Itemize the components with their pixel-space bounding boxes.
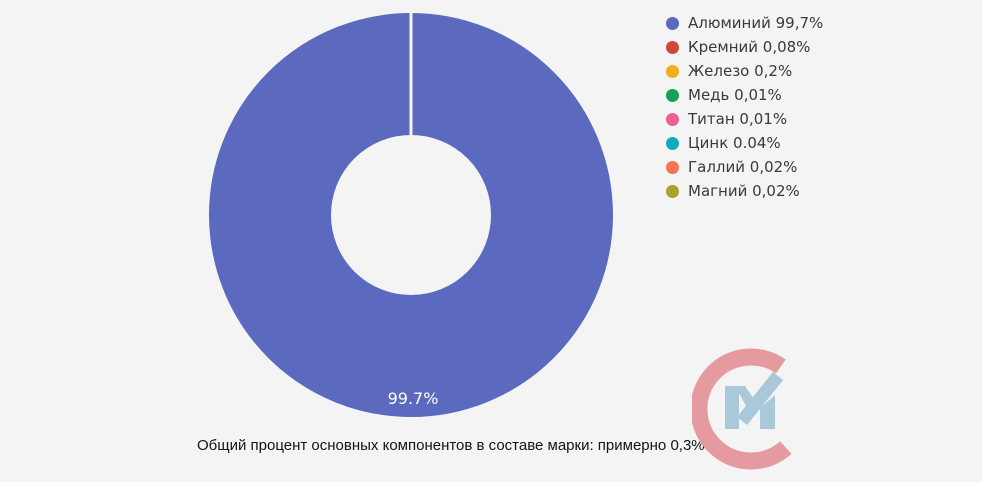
legend-item-magnesium[interactable]: Магний 0,02% [666, 182, 823, 200]
legend-swatch-icon [666, 64, 679, 78]
legend-label: Галлий 0,02% [688, 158, 798, 176]
legend-item-zinc[interactable]: Цинк 0.04% [666, 134, 823, 152]
legend-item-silicon[interactable]: Кремний 0,08% [666, 38, 823, 56]
legend-swatch-icon [666, 88, 679, 102]
legend-item-titanium[interactable]: Титан 0,01% [666, 110, 823, 128]
logo-c-shape [692, 348, 792, 470]
legend-item-aluminium[interactable]: Алюминий 99,7% [666, 14, 823, 32]
legend-label: Кремний 0,08% [688, 38, 811, 56]
legend-item-iron[interactable]: Железо 0,2% [666, 62, 823, 80]
donut-slice-label: 99.7% [388, 389, 439, 408]
legend-swatch-icon [666, 136, 679, 150]
legend-label: Алюминий 99,7% [688, 14, 824, 32]
legend-swatch-icon [666, 16, 679, 30]
legend-label: Цинк 0.04% [688, 134, 781, 152]
chart-caption: Общий процент основных компонентов в сос… [197, 437, 705, 454]
legend-swatch-icon [666, 184, 679, 198]
legend-label: Железо 0,2% [688, 62, 793, 80]
legend-item-gallium[interactable]: Галлий 0,02% [666, 158, 823, 176]
legend-swatch-icon [666, 40, 679, 54]
legend-swatch-icon [666, 160, 679, 174]
legend-label: Титан 0,01% [688, 110, 788, 128]
cm-logo-icon [692, 348, 792, 470]
legend-swatch-icon [666, 112, 679, 126]
logo-m-right-leg [760, 395, 775, 429]
chart-legend: Алюминий 99,7% Кремний 0,08% Железо 0,2%… [666, 14, 823, 200]
logo-m-left-bar [725, 386, 739, 429]
logo-m-check-stroke [736, 371, 784, 426]
legend-item-copper[interactable]: Медь 0,01% [666, 86, 823, 104]
legend-label: Магний 0,02% [688, 182, 800, 200]
donut-chart: 99.7% [209, 13, 613, 417]
legend-label: Медь 0,01% [688, 86, 782, 104]
